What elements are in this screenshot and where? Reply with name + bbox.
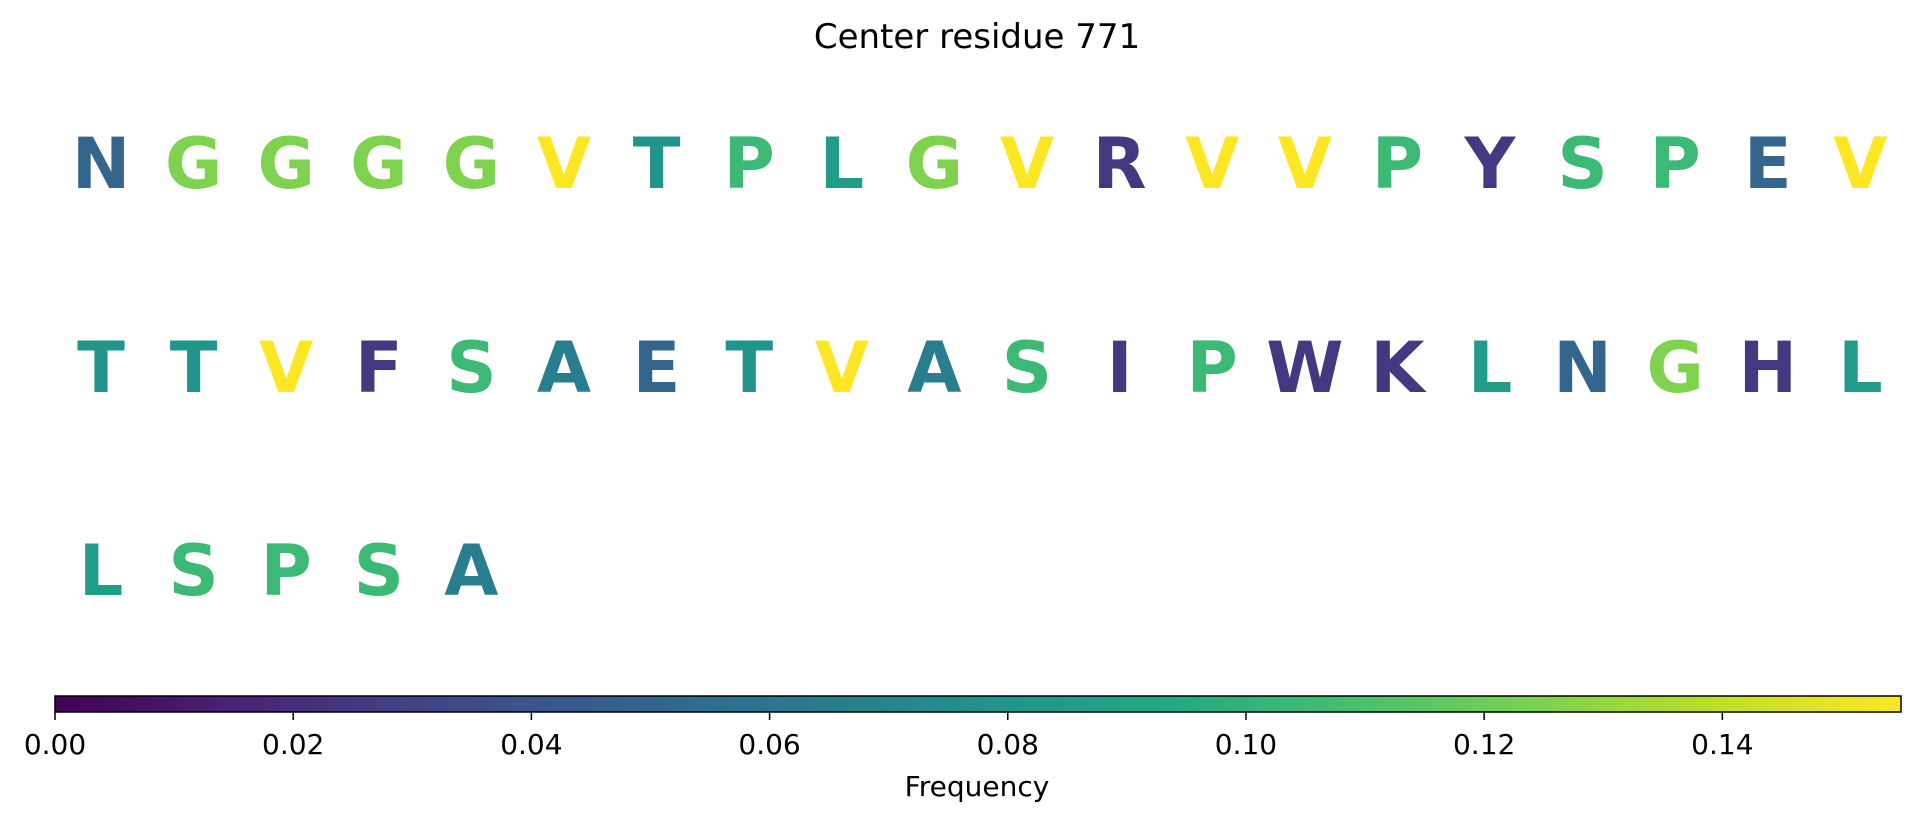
colorbar-tick-label: 0.10 [1215,728,1277,761]
residue-letter: G [350,123,407,205]
residue-letter: L [79,530,124,612]
residue-letter: P [724,123,775,205]
residue-letter: G [443,123,500,205]
residue-letter: R [1093,123,1147,205]
residue-letter: L [1838,327,1883,409]
residue-letter: T [77,327,125,409]
residue-letter: V [1000,123,1054,205]
residue-letter: P [261,530,312,612]
residue-letter: E [633,327,681,409]
residue-letter: S [1557,123,1607,205]
residue-letter: T [725,327,773,409]
residue-letter: F [355,327,403,409]
residue-letter: V [1185,123,1239,205]
colorbar-ticks: 0.00 0.02 0.04 0.06 0.08 0.10 0.12 0.14 [24,712,1754,761]
residue-letter: P [1187,327,1238,409]
residue-letter: L [1468,327,1513,409]
colorbar-tick-label: 0.14 [1691,728,1753,761]
residue-letter: S [446,327,496,409]
residue-letter: T [633,123,681,205]
colorbar-tick-label: 0.04 [500,728,562,761]
colorbar-tick-label: 0.12 [1453,728,1515,761]
residue-letter: T [170,327,218,409]
colorbar [54,695,1902,713]
residue-letter: S [354,530,404,612]
colorbar-tick-label: 0.08 [977,728,1039,761]
colorbar-tick-label: 0.02 [262,728,324,761]
residue-letter: P [1372,123,1423,205]
residue-letter: A [537,327,591,409]
residue-letter: A [907,327,961,409]
residue-letters: N G G G G V T P L G V R V V P Y S P E VT T V F S A E T V A S I P W K L N G H L… [72,123,1888,612]
residue-letter: E [1744,123,1792,205]
residue-letter: N [72,123,131,205]
residue-letter: W [1266,327,1343,409]
residue-letter: Y [1464,123,1517,205]
residue-letter: G [257,123,314,205]
residue-letter: V [259,327,313,409]
residue-letter: A [444,530,498,612]
residue-letter: G [906,123,963,205]
colorbar-tick-label: 0.00 [24,728,86,761]
residue-letter: S [1002,327,1052,409]
residue-letter: V [537,123,591,205]
residue-letter: H [1739,327,1798,409]
residue-letter: I [1107,327,1133,409]
residue-letter: K [1370,327,1427,409]
residue-letter: L [819,123,864,205]
colorbar-tick-label: 0.06 [738,728,800,761]
residue-letter: G [1646,327,1703,409]
residue-letter: N [1553,327,1612,409]
chart-title: Center residue 771 [814,17,1140,57]
residue-letter: V [1833,123,1887,205]
residue-letter: V [815,327,869,409]
colorbar-label: Frequency [905,770,1050,803]
residue-letter: P [1650,123,1701,205]
residue-letter: G [165,123,222,205]
residue-letter: V [1278,123,1332,205]
residue-letter: S [168,530,218,612]
